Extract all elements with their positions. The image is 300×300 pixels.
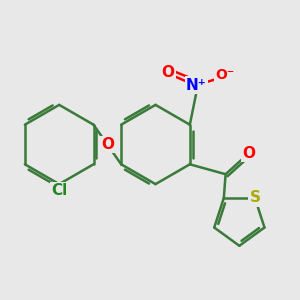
Text: N⁺: N⁺ bbox=[186, 78, 207, 93]
Text: O: O bbox=[161, 65, 174, 80]
Text: O: O bbox=[242, 146, 255, 161]
Text: S: S bbox=[249, 190, 260, 206]
Text: O: O bbox=[101, 137, 114, 152]
Text: Cl: Cl bbox=[51, 183, 67, 198]
Text: O⁻: O⁻ bbox=[215, 68, 235, 82]
